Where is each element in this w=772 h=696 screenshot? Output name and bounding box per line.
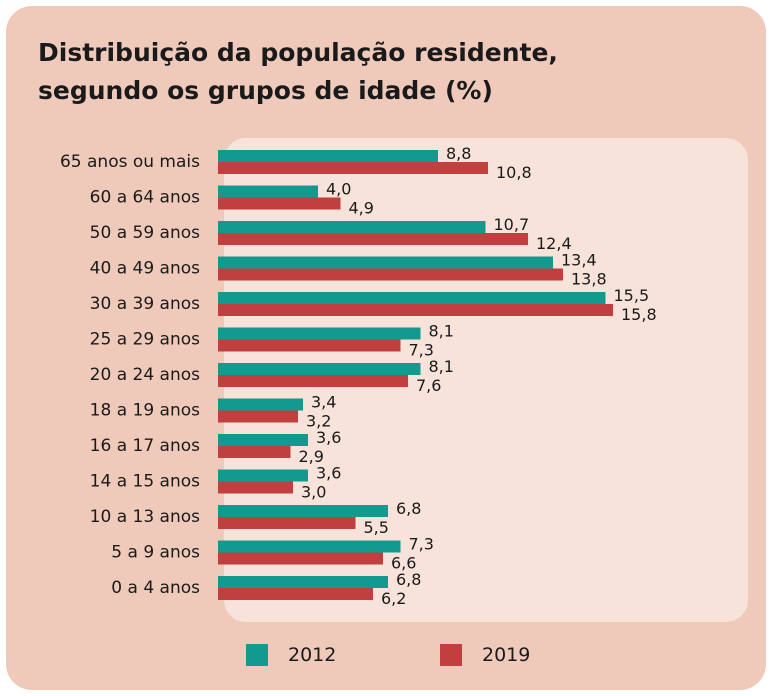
data-label-2012-20-a-24-anos: 8,1 xyxy=(429,357,454,376)
data-label-2019-14-a-15-anos: 3,0 xyxy=(301,483,326,502)
bar-2019-30-a-39-anos xyxy=(218,304,613,316)
data-label-2019-18-a-19-anos: 3,2 xyxy=(306,412,331,431)
bar-2019-16-a-17-anos xyxy=(218,446,291,458)
category-label-14-a-15-anos: 14 a 15 anos xyxy=(90,472,200,492)
data-label-2012-10-a-13-anos: 6,8 xyxy=(396,499,421,518)
data-label-2012-5-a-9-anos: 7,3 xyxy=(409,535,434,554)
data-label-2019-25-a-29-anos: 7,3 xyxy=(409,341,434,360)
category-label-65-anos-ou-mais: 65 anos ou mais xyxy=(60,152,200,172)
category-label-40-a-49-anos: 40 a 49 anos xyxy=(90,259,200,279)
category-label-10-a-13-anos: 10 a 13 anos xyxy=(90,507,200,527)
data-label-2019-60-a-64-anos: 4,9 xyxy=(349,199,374,218)
category-label-18-a-19-anos: 18 a 19 anos xyxy=(90,401,200,421)
bar-2012-20-a-24-anos xyxy=(218,363,421,375)
bar-2012-5-a-9-anos xyxy=(218,540,401,553)
bar-2019-10-a-13-anos xyxy=(218,517,356,529)
data-label-2019-20-a-24-anos: 7,6 xyxy=(416,376,441,395)
category-label-50-a-59-anos: 50 a 59 anos xyxy=(90,223,200,243)
data-label-2012-65-anos-ou-mais: 8,8 xyxy=(446,144,471,163)
legend-swatch-2019 xyxy=(440,644,462,666)
data-label-2019-5-a-9-anos: 6,6 xyxy=(391,554,416,573)
category-label-16-a-17-anos: 16 a 17 anos xyxy=(90,436,200,456)
bar-2019-14-a-15-anos xyxy=(218,481,293,494)
legend-label-2012: 2012 xyxy=(288,644,337,666)
data-label-2012-25-a-29-anos: 8,1 xyxy=(429,322,454,341)
bar-2019-5-a-9-anos xyxy=(218,552,383,565)
legend-item-2019: 2019 xyxy=(440,640,530,670)
legend-item-2012: 2012 xyxy=(246,640,336,670)
category-label-30-a-39-anos: 30 a 39 anos xyxy=(90,294,200,314)
data-label-2012-14-a-15-anos: 3,6 xyxy=(316,464,341,483)
bar-2012-14-a-15-anos xyxy=(218,469,308,482)
data-label-2019-16-a-17-anos: 2,9 xyxy=(299,447,324,466)
category-label-5-a-9-anos: 5 a 9 anos xyxy=(111,543,200,563)
data-label-2019-30-a-39-anos: 15,8 xyxy=(621,305,657,324)
data-label-2019-65-anos-ou-mais: 10,8 xyxy=(496,163,532,182)
bar-2019-65-anos-ou-mais xyxy=(218,162,488,174)
bar-2012-18-a-19-anos xyxy=(218,398,303,411)
bar-2012-16-a-17-anos xyxy=(218,434,308,446)
data-label-2019-40-a-49-anos: 13,8 xyxy=(571,270,607,289)
data-label-2019-10-a-13-anos: 5,5 xyxy=(364,518,389,537)
data-label-2012-50-a-59-anos: 10,7 xyxy=(494,215,530,234)
bar-2012-30-a-39-anos xyxy=(218,292,606,304)
legend-swatch-2012 xyxy=(246,644,268,666)
bar-2012-10-a-13-anos xyxy=(218,505,388,517)
category-label-20-a-24-anos: 20 a 24 anos xyxy=(90,365,200,385)
chart-title-line-1: Distribuição da população residente, xyxy=(38,38,558,67)
bar-2019-0-a-4-anos xyxy=(218,588,373,600)
bar-2019-50-a-59-anos xyxy=(218,233,528,245)
bar-2019-25-a-29-anos xyxy=(218,339,401,352)
category-label-60-a-64-anos: 60 a 64 anos xyxy=(90,188,200,208)
category-label-0-a-4-anos: 0 a 4 anos xyxy=(111,578,200,598)
chart-title: Distribuição da população residente, seg… xyxy=(38,34,558,110)
chart-title-line-2: segundo os grupos de idade (%) xyxy=(38,76,493,105)
bar-2012-40-a-49-anos xyxy=(218,256,553,269)
bar-2012-25-a-29-anos xyxy=(218,327,421,340)
data-label-2019-50-a-59-anos: 12,4 xyxy=(536,234,572,253)
data-label-2012-0-a-4-anos: 6,8 xyxy=(396,570,421,589)
data-label-2012-60-a-64-anos: 4,0 xyxy=(326,180,351,199)
data-label-2012-18-a-19-anos: 3,4 xyxy=(311,393,336,412)
data-label-2012-16-a-17-anos: 3,6 xyxy=(316,428,341,447)
bar-2019-40-a-49-anos xyxy=(218,268,563,281)
data-label-2012-30-a-39-anos: 15,5 xyxy=(614,286,650,305)
bar-2019-60-a-64-anos xyxy=(218,197,341,210)
bar-2012-60-a-64-anos xyxy=(218,185,318,198)
category-label-25-a-29-anos: 25 a 29 anos xyxy=(90,330,200,350)
legend-label-2019: 2019 xyxy=(482,644,531,666)
bar-2012-65-anos-ou-mais xyxy=(218,150,438,162)
data-label-2019-0-a-4-anos: 6,2 xyxy=(381,589,406,608)
bar-2012-50-a-59-anos xyxy=(218,221,486,233)
bar-2012-0-a-4-anos xyxy=(218,576,388,588)
bar-2019-20-a-24-anos xyxy=(218,375,408,387)
data-label-2012-40-a-49-anos: 13,4 xyxy=(561,251,597,270)
bar-2019-18-a-19-anos xyxy=(218,410,298,423)
